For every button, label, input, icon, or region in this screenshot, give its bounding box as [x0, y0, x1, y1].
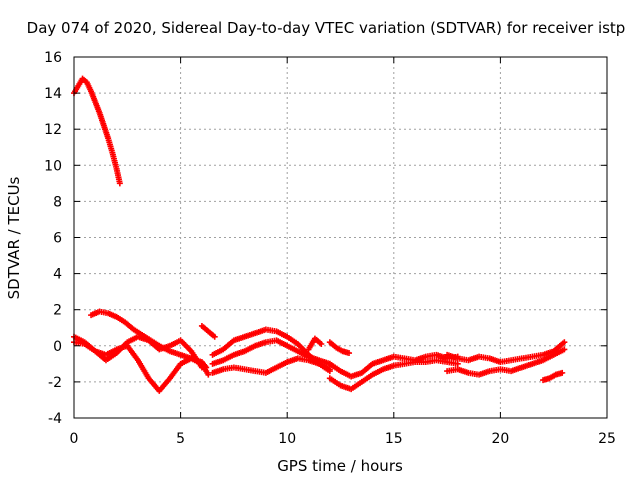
y-tick-label: 4 [53, 267, 62, 283]
series-track-13 [444, 346, 568, 378]
y-tick-label: 10 [44, 158, 62, 174]
y-tick-label: -2 [48, 375, 62, 391]
y-tick-label: 12 [44, 122, 62, 138]
data-point [559, 369, 566, 376]
data-point [211, 333, 218, 340]
data-point [318, 340, 325, 347]
x-tick-label: 10 [278, 431, 296, 447]
data-point [561, 346, 568, 353]
series-track-6 [209, 326, 333, 373]
y-axis-label: SDTVAR / TECUs [5, 176, 23, 299]
series-track-9 [305, 335, 325, 353]
grid [74, 57, 607, 418]
series-track-4 [88, 308, 212, 378]
series-track-1 [71, 75, 123, 187]
data-point [326, 368, 333, 375]
data-point [454, 360, 461, 367]
data-point [205, 371, 212, 378]
x-tick-label: 5 [176, 431, 185, 447]
ticks: 0 5 10 15 20 25 -4 -2 0 2 4 6 8 10 12 14 16 [44, 50, 616, 447]
series-track-10 [326, 339, 353, 357]
data-point [116, 180, 123, 187]
y-tick-label: 16 [44, 50, 62, 66]
x-tick-label: 25 [598, 431, 616, 447]
y-tick-label: 0 [53, 339, 62, 355]
series-track-14 [444, 339, 568, 366]
data-point [346, 350, 353, 357]
x-axis-label: GPS time / hours [277, 457, 403, 475]
data-point [561, 339, 568, 346]
y-tick-label: -4 [48, 411, 62, 427]
y-tick-label: 2 [53, 303, 62, 319]
y-tick-label: 6 [53, 231, 62, 247]
series-track-15 [540, 369, 566, 384]
x-tick-label: 20 [491, 431, 509, 447]
y-tick-label: 8 [53, 194, 62, 210]
series-track-8 [209, 355, 333, 376]
x-tick-label: 15 [385, 431, 403, 447]
x-tick-label: 0 [70, 431, 79, 447]
series-track-5 [198, 322, 218, 340]
y-tick-label: 14 [44, 86, 62, 102]
chart-title: Day 074 of 2020, Sidereal Day-to-day VTE… [27, 19, 626, 37]
data-points [71, 75, 568, 394]
